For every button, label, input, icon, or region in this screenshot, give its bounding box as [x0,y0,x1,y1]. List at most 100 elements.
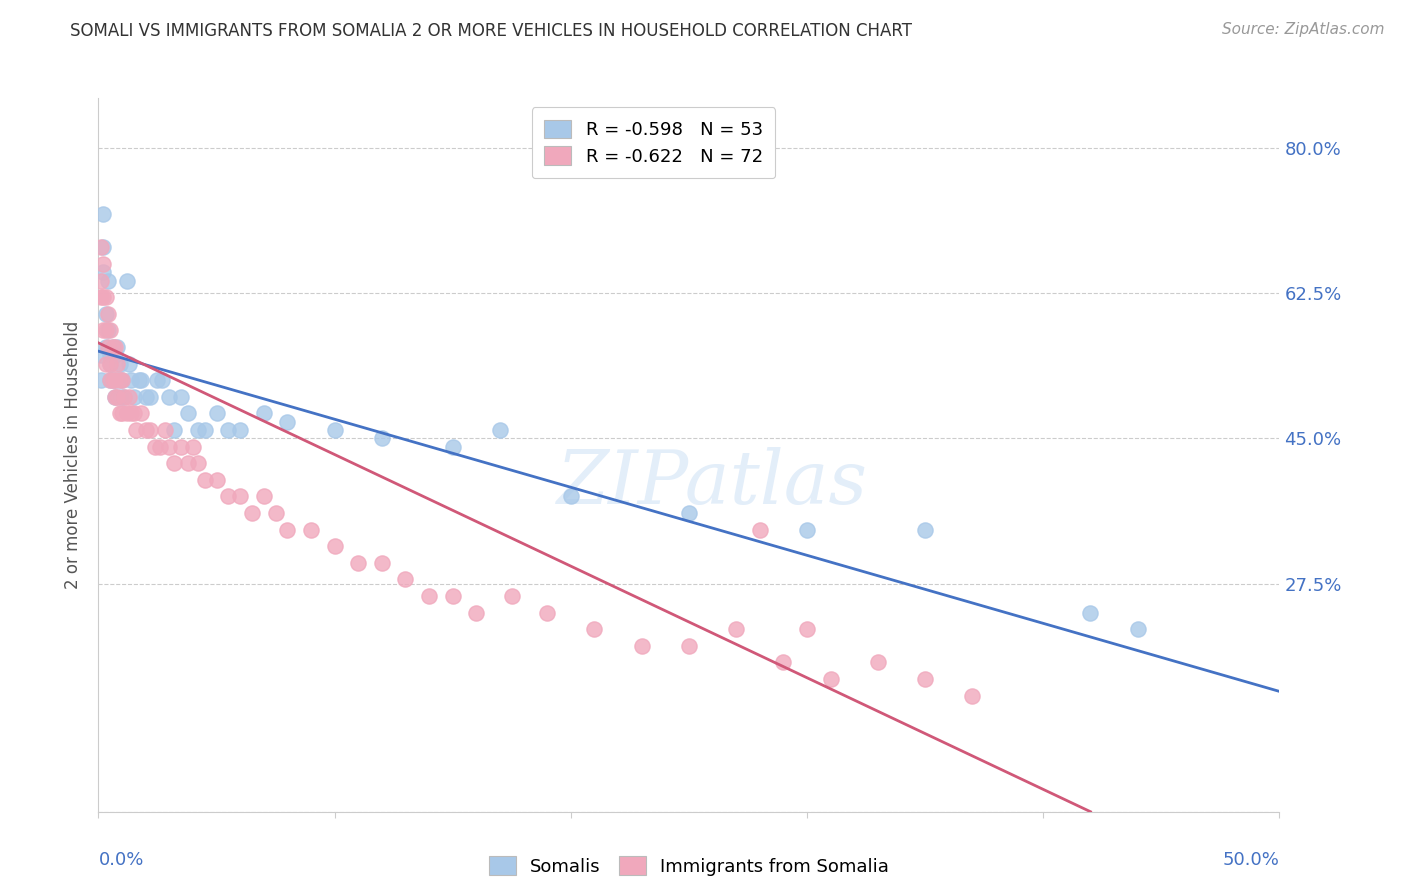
Point [583,622,606,636]
Point [772,656,794,670]
Point [98,357,121,371]
Point [97,274,120,288]
Point [98,323,121,337]
Point [111,373,134,387]
Point [253,490,276,504]
Point [104,390,127,404]
Point [139,390,162,404]
Point [111,373,134,387]
Point [796,622,818,636]
Point [108,357,131,371]
Point [217,423,239,437]
Point [194,423,217,437]
Point [135,390,157,404]
Point [441,440,464,454]
Point [97,323,120,337]
Point [101,340,124,354]
Point [125,423,148,437]
Point [91,265,114,279]
Point [177,456,200,470]
Point [678,506,700,520]
Point [153,423,176,437]
Point [560,490,582,504]
Point [371,556,394,570]
Point [371,431,394,445]
Point [118,357,141,371]
Point [170,440,193,454]
Point [418,589,440,603]
Point [98,348,121,362]
Point [323,539,346,553]
Point [105,373,128,387]
Point [129,406,152,420]
Point [111,406,134,420]
Point [97,307,120,321]
Text: ZIPatlas: ZIPatlas [557,447,868,520]
Point [115,274,138,288]
Point [104,390,127,404]
Point [98,357,121,371]
Point [104,340,127,354]
Point [98,373,121,387]
Point [90,290,112,304]
Point [678,639,700,653]
Point [108,406,131,420]
Point [276,523,298,537]
Point [748,523,770,537]
Point [97,340,120,354]
Point [108,373,131,387]
Point [90,274,112,288]
Point [90,240,112,254]
Point [323,423,346,437]
Point [143,440,166,454]
Point [94,323,117,337]
Point [820,672,842,686]
Point [105,340,128,354]
Point [536,606,558,620]
Point [1080,606,1102,620]
Point [253,406,276,420]
Point [104,348,127,362]
Point [135,423,157,437]
Text: 50.0%: 50.0% [1223,851,1279,869]
Point [90,373,112,387]
Text: 0.0%: 0.0% [98,851,143,869]
Y-axis label: 2 or more Vehicles in Household: 2 or more Vehicles in Household [65,321,83,589]
Point [163,456,186,470]
Point [240,506,263,520]
Point [394,573,416,587]
Point [91,207,114,221]
Point [94,357,117,371]
Point [101,373,124,387]
Point [105,357,128,371]
Point [163,423,186,437]
Point [101,373,124,387]
Point [866,656,889,670]
Point [489,423,512,437]
Point [122,390,145,404]
Point [264,506,287,520]
Point [157,440,180,454]
Point [465,606,488,620]
Point [104,373,127,387]
Point [94,290,117,304]
Point [115,406,138,420]
Point [501,589,523,603]
Point [157,390,180,404]
Point [170,390,193,404]
Point [90,348,112,362]
Point [108,390,131,404]
Point [796,523,818,537]
Point [91,290,114,304]
Point [181,440,204,454]
Point [1126,622,1149,636]
Point [94,307,117,321]
Point [229,423,252,437]
Point [725,622,748,636]
Point [91,257,114,271]
Point [94,340,117,354]
Point [194,473,217,487]
Point [121,406,143,420]
Point [217,490,239,504]
Text: Source: ZipAtlas.com: Source: ZipAtlas.com [1222,22,1385,37]
